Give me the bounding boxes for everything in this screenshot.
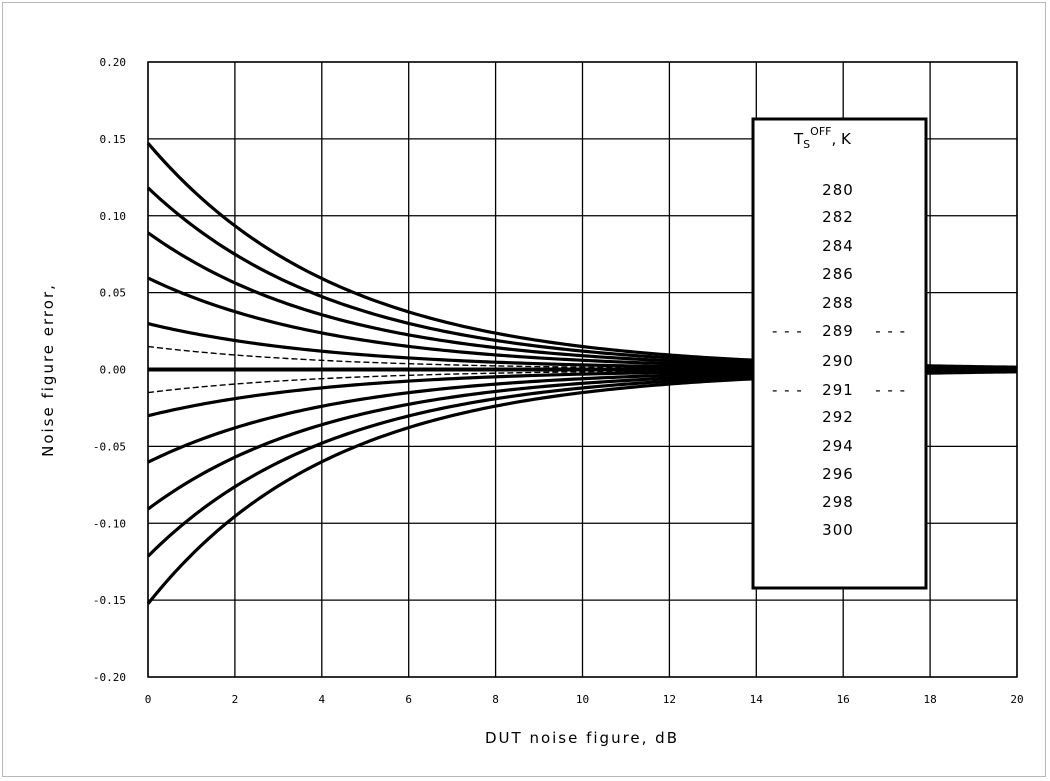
x-tick-label: 14 <box>750 693 764 706</box>
x-tick-label: 6 <box>405 693 412 706</box>
x-tick-label: 16 <box>837 693 850 706</box>
x-tick-label: 18 <box>923 693 936 706</box>
x-tick-label: 20 <box>1010 693 1023 706</box>
x-tick-label: 10 <box>576 693 589 706</box>
legend-entries: 280 282 284 286 288 289 - - - - - - 290 291 - - - -… <box>772 181 906 539</box>
y-tick-label: -0.15 <box>93 594 126 607</box>
legend-entry-label: 288 <box>822 294 854 312</box>
x-axis-title: DUT noise figure, dB <box>485 729 679 747</box>
legend-title-main: T <box>793 130 804 148</box>
legend-dash-marker-left: - - - <box>772 381 803 399</box>
legend-box <box>751 117 928 590</box>
legend-title-suffix: , K <box>831 130 852 148</box>
legend-entry-label: 282 <box>822 208 854 226</box>
x-tick-label: 8 <box>492 693 499 706</box>
y-tick-label: -0.20 <box>93 671 126 684</box>
y-axis-title: Noise figure error, <box>39 283 57 457</box>
legend-entry-label: 294 <box>822 437 854 455</box>
legend-entry-label: 291 <box>822 381 854 399</box>
legend-entry-label: 289 <box>822 322 854 340</box>
legend-entry-label: 300 <box>822 521 854 539</box>
x-axis-ticks: 0 2 4 6 8 10 12 14 16 18 20 <box>145 693 1024 706</box>
x-tick-label: 4 <box>318 693 325 706</box>
y-tick-label: 0.20 <box>100 56 127 69</box>
legend-title-sup: OFF <box>810 125 831 138</box>
legend-entry-label: 290 <box>822 352 854 370</box>
y-tick-label: 0.00 <box>100 364 127 377</box>
legend-title-sub: S <box>803 138 810 151</box>
legend-entry-label: 296 <box>822 465 854 483</box>
x-tick-label: 2 <box>232 693 239 706</box>
y-tick-label: 0.10 <box>100 210 127 223</box>
legend-entry-label: 280 <box>822 181 854 199</box>
legend-dash-marker-right: - - - <box>875 381 906 399</box>
x-tick-label: 12 <box>663 693 676 706</box>
legend-dash-marker-left: - - - <box>772 322 803 340</box>
x-tick-label: 0 <box>145 693 152 706</box>
legend-title: TSOFF, K <box>793 125 852 151</box>
legend-entry-label: 284 <box>822 237 854 255</box>
legend: TSOFF, K 280 282 284 286 288 289 - - - - - - 290… <box>751 117 928 590</box>
legend-dash-marker-right: - - - <box>875 322 906 340</box>
y-tick-label: 0.05 <box>100 287 127 300</box>
legend-entry-label: 286 <box>822 265 854 283</box>
y-tick-label: 0.15 <box>100 133 127 146</box>
y-axis-ticks: 0.20 0.15 0.10 0.05 0.00 -0.05 -0.10 -0.15 -0.20 <box>93 56 126 684</box>
y-tick-label: -0.10 <box>93 517 126 530</box>
legend-entry-label: 298 <box>822 493 854 511</box>
y-tick-label: -0.05 <box>93 440 126 453</box>
legend-entry-label: 292 <box>822 408 854 426</box>
